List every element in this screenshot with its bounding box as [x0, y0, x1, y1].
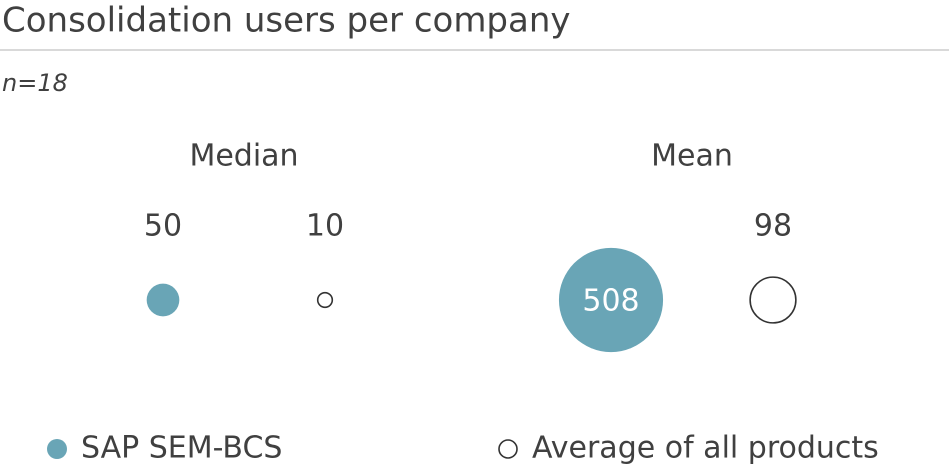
bubble	[316, 291, 334, 309]
value-label: 10	[306, 209, 344, 244]
value-label: 508	[582, 284, 639, 319]
bubble	[146, 283, 180, 317]
value-label: 50	[144, 209, 182, 244]
legend-label: Average of all products	[532, 431, 879, 466]
value-label: 98	[754, 209, 792, 244]
group-label: Mean	[651, 139, 733, 174]
bubble	[558, 247, 664, 353]
bubble	[749, 276, 797, 324]
legend-label: SAP SEM-BCS	[81, 431, 282, 466]
legend-marker	[498, 439, 518, 459]
group-label: Median	[189, 139, 298, 174]
chart-title: Consolidation users per company	[2, 1, 571, 41]
legend-marker	[47, 439, 67, 459]
subtitle: n=18	[2, 69, 68, 97]
